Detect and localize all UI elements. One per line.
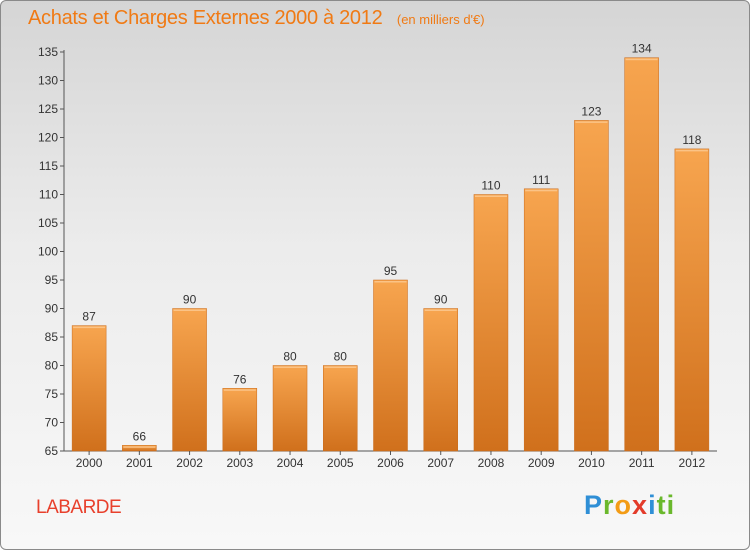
y-tick-label: 120 [38,131,58,145]
bar-value-label: 118 [682,133,701,147]
chart-title-text: Achats et Charges Externes 2000 à 2012 [28,7,383,29]
logo-letter: P [584,490,604,520]
y-tick-label: 110 [39,188,58,202]
y-tick-label: 115 [39,159,58,173]
bar-value-label: 95 [384,264,398,278]
bar-highlight [625,58,658,61]
y-tick-label: 95 [45,273,59,287]
bar-value-label: 110 [481,179,500,193]
bar-value-label: 87 [82,310,96,324]
x-tick-label: 2000 [76,456,103,470]
x-tick-label: 2009 [528,456,555,470]
bar-highlight [424,309,457,311]
bar-value-label: 123 [581,104,601,118]
y-tick-label: 85 [45,330,59,344]
y-tick-label: 75 [45,387,59,401]
y-tick-label: 105 [38,216,58,230]
y-tick-label: 70 [45,416,59,430]
bar [373,279,408,452]
bar-value-label: 90 [434,293,448,307]
x-tick-label: 2010 [578,456,605,470]
x-tick-label: 2006 [377,456,404,470]
bar-value-label: 66 [133,429,147,443]
commune-name: LABARDE [36,497,122,518]
chart-title: Achats et Charges Externes 2000 à 2012 (… [28,7,485,30]
bar-highlight [223,389,256,391]
logo-letter: r [603,490,615,520]
x-tick-label: 2004 [277,456,304,470]
bar-highlight [123,446,156,448]
bar-highlight [73,326,106,329]
bar-highlight [575,121,608,123]
x-tick-label: 2008 [478,456,505,470]
bar [473,194,509,452]
x-tick-label: 2001 [126,456,153,470]
bar [423,308,458,452]
x-tick-label: 2007 [427,456,454,470]
bar-value-label: 80 [283,350,297,364]
y-tick-label: 80 [45,359,59,373]
x-tick-label: 2002 [176,456,203,470]
chart-unit-label: (en milliers d'€) [396,12,485,27]
bar [71,325,107,452]
y-tick-label: 135 [38,45,58,59]
bar [624,57,659,452]
bar [272,365,308,452]
bar-highlight [374,281,407,283]
logo-letter: x [632,490,649,520]
bar-value-label: 134 [632,42,652,56]
bar [172,308,207,452]
bar [523,188,559,452]
x-tick-label: 2012 [679,456,706,470]
x-tick-label: 2005 [327,456,354,470]
y-tick-label: 100 [38,245,58,259]
bar-highlight [474,195,507,197]
bar [674,148,710,452]
bar-value-label: 76 [233,372,247,386]
x-tick-label: 2011 [629,456,655,470]
bar-highlight [274,366,307,368]
bar-highlight [525,189,558,192]
logo-letter: o [614,490,633,520]
bar [574,120,609,452]
y-tick-label: 90 [45,302,59,316]
bar-highlight [173,309,206,311]
bar-value-label: 90 [183,293,197,307]
bar [122,445,157,452]
bar-highlight [675,149,708,152]
y-tick-label: 130 [38,74,58,88]
bar-value-label: 80 [334,350,348,364]
x-tick-label: 2003 [226,456,253,470]
y-tick-label: 125 [38,102,58,116]
bar [323,365,358,452]
bar-value-label: 111 [532,173,551,187]
y-tick-label: 65 [45,444,59,458]
bar [222,388,258,452]
logo-letter: ti [656,490,676,520]
bar-highlight [324,366,357,368]
proxiti-logo: Proxiti [584,490,675,521]
logo-letter: i [648,490,657,520]
